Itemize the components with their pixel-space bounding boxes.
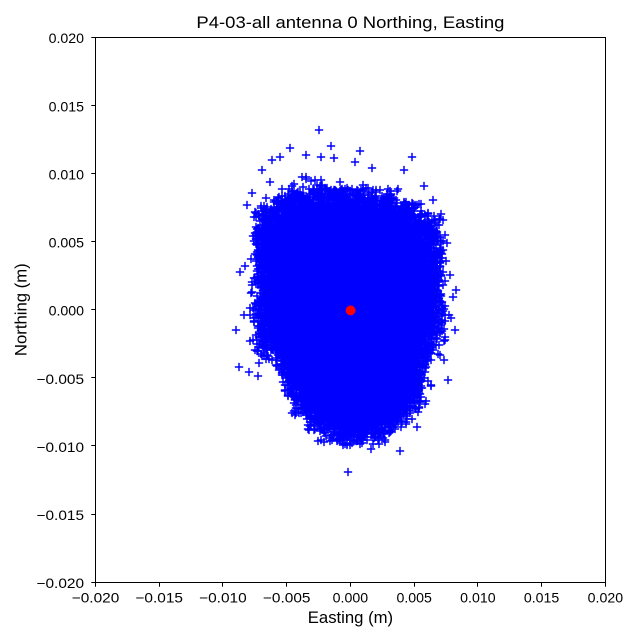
svg-text:−0.005: −0.005 xyxy=(37,371,85,387)
svg-text:−0.005: −0.005 xyxy=(263,589,311,605)
svg-text:−0.010: −0.010 xyxy=(37,439,85,455)
svg-text:Easting (m): Easting (m) xyxy=(308,608,393,627)
svg-text:0.000: 0.000 xyxy=(333,589,369,605)
svg-text:−0.015: −0.015 xyxy=(135,589,183,605)
svg-text:0.020: 0.020 xyxy=(49,30,85,46)
svg-text:0.020: 0.020 xyxy=(588,589,624,605)
svg-text:0.015: 0.015 xyxy=(524,589,560,605)
svg-text:−0.020: −0.020 xyxy=(72,589,120,605)
svg-text:−0.010: −0.010 xyxy=(199,589,247,605)
svg-text:0.005: 0.005 xyxy=(397,589,433,605)
svg-text:0.015: 0.015 xyxy=(49,98,85,114)
svg-text:0.005: 0.005 xyxy=(49,235,85,251)
svg-text:0.010: 0.010 xyxy=(460,589,496,605)
svg-text:0.000: 0.000 xyxy=(49,303,85,319)
svg-text:0.010: 0.010 xyxy=(49,166,85,182)
svg-text:Northing (m): Northing (m) xyxy=(12,263,31,356)
svg-text:−0.020: −0.020 xyxy=(37,575,85,591)
svg-text:P4-03-all antenna 0 Northing,: P4-03-all antenna 0 Northing, Easting xyxy=(196,13,504,32)
svg-text:−0.015: −0.015 xyxy=(37,507,85,523)
